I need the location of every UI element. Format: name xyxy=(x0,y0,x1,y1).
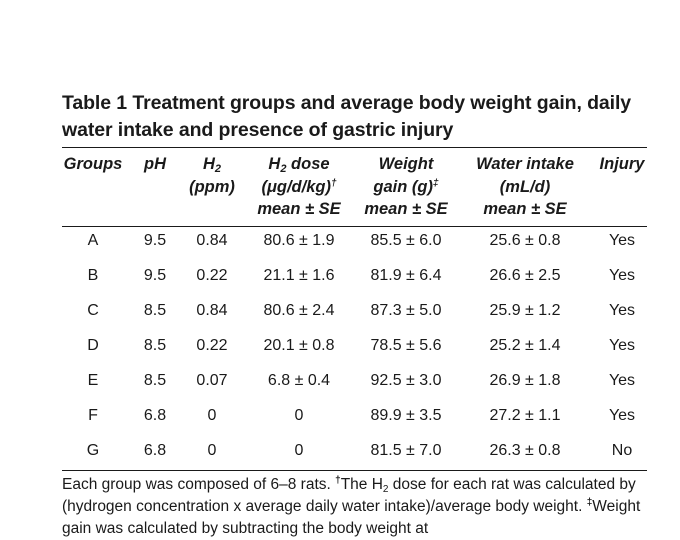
header-water-intake-line2: (mL/d) xyxy=(499,177,551,196)
cell-h2: 0 xyxy=(207,442,217,459)
table-row: B 9.5 0.22 21.1 ± 1.6 81.9 ± 6.4 26.6 ± 2.5 Ye… xyxy=(62,267,647,302)
table-row: C 8.5 0.84 80.6 ± 2.4 87.3 ± 5.0 25.9 ± 1.2 Ye… xyxy=(62,302,647,337)
cell-group: E xyxy=(87,372,99,389)
cell-weight: 85.5 ± 6.0 xyxy=(370,232,442,249)
cell-h2: 0.22 xyxy=(196,337,228,354)
header-h2-dose-unit: (μg/d/kg)† xyxy=(261,177,337,196)
cell-h2: 0.84 xyxy=(196,232,228,249)
header-groups-label: Groups xyxy=(63,155,123,173)
header-weight-gain: Weight gain (g)‡ mean ± SE xyxy=(358,153,454,221)
cell-injury: Yes xyxy=(608,407,636,424)
cell-injury: Yes xyxy=(608,337,636,354)
table-header-rule xyxy=(62,226,647,227)
footnote-text-3: dose for each rat was calculated by (hyd… xyxy=(62,476,636,515)
table-title: Table 1 Treatment groups and average bod… xyxy=(62,92,632,141)
cell-dose: 80.6 ± 1.9 xyxy=(263,232,335,249)
header-weight-gain-line2: gain (g)‡ xyxy=(373,177,439,196)
cell-weight: 81.9 ± 6.4 xyxy=(370,267,442,284)
cell-injury: Yes xyxy=(608,267,636,284)
cell-ph: 9.5 xyxy=(143,232,167,249)
cell-water: 25.2 ± 1.4 xyxy=(489,337,561,354)
cell-h2: 0 xyxy=(207,407,217,424)
header-h2-name: H2 xyxy=(202,155,222,175)
footnote-text-1: Each group was composed of 6–8 rats. xyxy=(62,476,336,493)
header-h2-dose-name: H2 dose xyxy=(268,155,330,175)
cell-h2: 0.84 xyxy=(196,302,228,319)
header-weight-gain-stat: mean ± SE xyxy=(364,200,448,218)
cell-group: D xyxy=(87,337,99,354)
header-h2-dose: H2 dose (μg/d/kg)† mean ± SE xyxy=(248,153,350,221)
cell-h2: 0.07 xyxy=(196,372,228,389)
cell-ph: 8.5 xyxy=(143,372,167,389)
footnote-dagger: † xyxy=(335,475,341,486)
footnote-text-2: The H xyxy=(340,476,383,493)
cell-water: 26.3 ± 0.8 xyxy=(489,442,561,459)
cell-dose: 80.6 ± 2.4 xyxy=(263,302,335,319)
table-row: G 6.8 0 0 81.5 ± 7.0 26.3 ± 0.8 No xyxy=(62,442,647,477)
cell-water: 25.6 ± 0.8 xyxy=(489,232,561,249)
cell-water: 25.9 ± 1.2 xyxy=(489,302,561,319)
header-ph: pH xyxy=(136,153,174,176)
cell-weight: 89.9 ± 3.5 xyxy=(370,407,442,424)
header-weight-gain-line1: Weight xyxy=(378,155,434,173)
cell-injury: Yes xyxy=(608,372,636,389)
cell-group: G xyxy=(86,442,100,459)
header-groups: Groups xyxy=(62,153,124,176)
cell-h2: 0.22 xyxy=(196,267,228,284)
cell-weight: 87.3 ± 5.0 xyxy=(370,302,442,319)
header-ph-label: pH xyxy=(144,155,166,173)
cell-injury: Yes xyxy=(608,302,636,319)
cell-group: A xyxy=(87,232,99,249)
table-row: F 6.8 0 0 89.9 ± 3.5 27.2 ± 1.1 Yes xyxy=(62,407,647,442)
cell-ph: 9.5 xyxy=(143,267,167,284)
cell-ph: 6.8 xyxy=(143,442,167,459)
header-injury: Injury xyxy=(594,153,650,176)
cell-group: C xyxy=(87,302,99,319)
cell-water: 26.9 ± 1.8 xyxy=(489,372,561,389)
cell-dose: 0 xyxy=(294,407,304,424)
cell-injury: No xyxy=(611,442,633,459)
header-water-intake-line1: Water intake xyxy=(476,155,574,173)
cell-weight: 92.5 ± 3.0 xyxy=(370,372,442,389)
header-injury-label: Injury xyxy=(599,155,645,173)
cell-ph: 8.5 xyxy=(143,302,167,319)
cell-dose: 20.1 ± 0.8 xyxy=(263,337,335,354)
cell-weight: 81.5 ± 7.0 xyxy=(370,442,442,459)
cell-group: F xyxy=(88,407,98,424)
cell-weight: 78.5 ± 5.6 xyxy=(370,337,442,354)
cell-water: 27.2 ± 1.1 xyxy=(489,407,561,424)
table-top-rule xyxy=(62,147,647,149)
table-bottom-rule xyxy=(62,470,647,472)
cell-water: 26.6 ± 2.5 xyxy=(489,267,561,284)
footnote-sub: 2 xyxy=(382,484,389,495)
cell-dose: 0 xyxy=(294,442,304,459)
header-water-intake: Water intake (mL/d) mean ± SE xyxy=(466,153,584,221)
footnote-double-dagger: ‡ xyxy=(586,497,593,508)
cell-group: B xyxy=(87,267,99,284)
header-h2-dose-stat: mean ± SE xyxy=(257,200,341,218)
table-row: D 8.5 0.22 20.1 ± 0.8 78.5 ± 5.6 25.2 ± 1.4 Ye… xyxy=(62,337,647,372)
cell-dose: 21.1 ± 1.6 xyxy=(263,267,335,284)
table-row: E 8.5 0.07 6.8 ± 0.4 92.5 ± 3.0 26.9 ± 1.8 Yes xyxy=(62,372,647,407)
header-h2: H2 (ppm) xyxy=(182,153,242,198)
cell-ph: 8.5 xyxy=(143,337,167,354)
cell-dose: 6.8 ± 0.4 xyxy=(267,372,331,389)
cell-ph: 6.8 xyxy=(143,407,167,424)
table-footnote: Each group was composed of 6–8 rats. †Th… xyxy=(62,474,652,540)
table-row: A 9.5 0.84 80.6 ± 1.9 85.5 ± 6.0 25.6 ± 0.8 Ye… xyxy=(62,232,647,267)
header-h2-unit: (ppm) xyxy=(189,177,235,196)
cell-injury: Yes xyxy=(608,232,636,249)
header-water-intake-stat: mean ± SE xyxy=(483,200,567,218)
